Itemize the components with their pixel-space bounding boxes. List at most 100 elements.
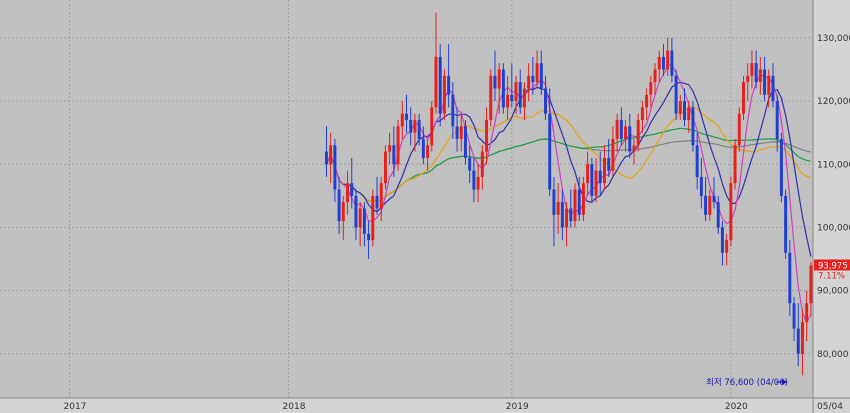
candle-body bbox=[611, 138, 615, 171]
candle-body bbox=[379, 183, 383, 209]
candle-body bbox=[712, 195, 716, 203]
candle-body bbox=[447, 75, 451, 95]
current-price-tag: 93,975 7.11% bbox=[814, 259, 850, 282]
candle-body bbox=[405, 113, 408, 121]
candle-body bbox=[577, 189, 581, 215]
candle-body bbox=[476, 176, 480, 190]
candle-body bbox=[346, 183, 350, 203]
candle-body bbox=[489, 75, 493, 121]
candle-body bbox=[426, 145, 430, 158]
candle-body bbox=[459, 126, 463, 139]
candle-body bbox=[750, 63, 754, 76]
candle-body bbox=[775, 101, 779, 139]
candle-body bbox=[573, 189, 577, 222]
candle-body bbox=[805, 303, 809, 323]
candle-body bbox=[434, 56, 438, 108]
candle-body bbox=[640, 107, 644, 121]
candle-body bbox=[683, 101, 686, 121]
candle-body bbox=[430, 107, 434, 146]
candle-body bbox=[544, 88, 547, 114]
candle-body bbox=[725, 240, 729, 253]
candle-body bbox=[400, 113, 404, 127]
candle-body bbox=[522, 88, 526, 108]
y-tick-label: 130,000 bbox=[817, 34, 850, 44]
candle-body bbox=[527, 75, 531, 89]
candle-body bbox=[742, 82, 745, 114]
x-axis-ticks: 2017 2018 2019 2020 bbox=[64, 402, 749, 412]
candle-body bbox=[556, 202, 560, 215]
candle-body bbox=[324, 151, 328, 165]
candle-body bbox=[754, 63, 758, 83]
candle-body bbox=[514, 82, 518, 102]
candle-body bbox=[565, 208, 569, 228]
candle-body bbox=[603, 157, 606, 184]
min-annotation-arrowhead bbox=[782, 379, 787, 385]
candle-body bbox=[598, 170, 602, 184]
candles bbox=[324, 12, 813, 376]
candle-body bbox=[350, 183, 354, 196]
candle-body bbox=[767, 75, 771, 95]
candle-body bbox=[497, 69, 501, 89]
x-tick-label: 2020 bbox=[725, 402, 748, 412]
candle-body bbox=[699, 176, 703, 196]
candle-body bbox=[569, 208, 573, 222]
current-price-badge bbox=[814, 259, 850, 271]
candle-body bbox=[586, 164, 590, 184]
candle-body bbox=[695, 145, 699, 177]
current-price-change: 7.11% bbox=[818, 272, 845, 282]
candle-body bbox=[451, 94, 455, 127]
x-tick-label: 2017 bbox=[64, 402, 87, 412]
candle-body bbox=[733, 145, 737, 184]
candle-body bbox=[666, 50, 670, 70]
candle-body bbox=[581, 183, 585, 215]
ma20-line bbox=[325, 106, 812, 202]
candle-body bbox=[779, 138, 783, 196]
candle-body bbox=[758, 69, 762, 83]
x-tick-label: 2018 bbox=[283, 402, 306, 412]
candle-body bbox=[809, 265, 813, 304]
x-tick-label: 2019 bbox=[506, 402, 529, 412]
candle-body bbox=[670, 50, 674, 76]
candle-body bbox=[704, 195, 708, 215]
candle-body bbox=[746, 75, 750, 83]
candle-body bbox=[636, 120, 640, 146]
candle-body bbox=[371, 195, 375, 241]
y-tick-label: 100,000 bbox=[817, 223, 850, 233]
candle-body bbox=[615, 120, 619, 139]
candle-body bbox=[438, 56, 442, 114]
candle-body bbox=[708, 195, 712, 215]
candle-body bbox=[624, 126, 628, 139]
candle-body bbox=[531, 75, 535, 83]
candle-body bbox=[518, 82, 522, 108]
candle-body bbox=[333, 145, 337, 190]
candle-body bbox=[645, 94, 649, 108]
candle-body bbox=[653, 69, 657, 83]
candle-body bbox=[632, 145, 636, 152]
candle-body bbox=[539, 63, 543, 89]
candle-body bbox=[493, 75, 497, 89]
candle-body bbox=[661, 56, 665, 70]
candle-body bbox=[367, 233, 371, 241]
candle-body bbox=[560, 202, 564, 228]
candle-body bbox=[510, 94, 514, 102]
candle-body bbox=[485, 120, 489, 152]
current-price-label: 93,975 bbox=[818, 262, 848, 272]
candle-body bbox=[480, 151, 484, 177]
candle-body bbox=[716, 202, 720, 228]
candle-body bbox=[691, 107, 695, 146]
candle-body bbox=[463, 126, 467, 158]
candle-body bbox=[628, 126, 632, 152]
candle-body bbox=[552, 189, 556, 215]
candle-body bbox=[594, 170, 598, 196]
candle-body bbox=[788, 252, 792, 304]
candle-body bbox=[501, 69, 505, 108]
candle-body bbox=[417, 120, 421, 139]
y-tick-label: 90,000 bbox=[817, 287, 849, 297]
candle-body bbox=[455, 126, 459, 139]
candle-body bbox=[590, 164, 594, 196]
x-end-label: 05/04 bbox=[817, 402, 843, 412]
candle-body bbox=[607, 157, 611, 171]
candle-body bbox=[341, 202, 345, 222]
candle-body bbox=[792, 303, 796, 329]
